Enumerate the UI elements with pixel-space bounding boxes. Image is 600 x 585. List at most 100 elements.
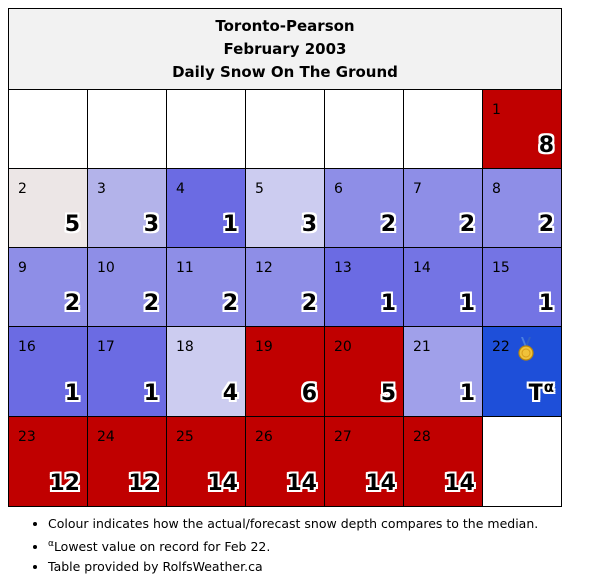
day-number: 7 xyxy=(413,181,422,197)
day-cell: 14 1 xyxy=(403,247,483,327)
day-cell: 26 14 xyxy=(245,416,325,507)
day-cell: 23 12 xyxy=(8,416,88,507)
snow-depth-number: 14 xyxy=(444,471,475,496)
snow-depth-value: 2 xyxy=(223,291,238,316)
day-cell: 28 14 xyxy=(403,416,483,507)
snow-depth-number: 1 xyxy=(64,381,80,406)
day-number: 25 xyxy=(176,429,194,445)
snow-depth-number: 1 xyxy=(222,212,238,237)
month-title: February 2003 xyxy=(223,39,347,58)
footnote-credit: Table provided by RolfsWeather.ca xyxy=(48,557,538,577)
day-cell: 25 14 xyxy=(166,416,246,507)
day-number: 2 xyxy=(18,181,27,197)
snow-depth-number: 3 xyxy=(301,212,317,237)
day-number: 14 xyxy=(413,260,431,276)
snow-depth-value: 5 xyxy=(65,212,80,237)
day-number: 28 xyxy=(413,429,431,445)
snow-depth-value: 2 xyxy=(65,291,80,316)
snow-depth-number: 3 xyxy=(143,212,159,237)
day-number: 18 xyxy=(176,339,194,355)
day-cell: 18 4 xyxy=(166,326,246,417)
snow-depth-value: Tα xyxy=(529,378,554,406)
day-number: 4 xyxy=(176,181,185,197)
day-cell: 24 12 xyxy=(87,416,167,507)
day-number: 24 xyxy=(97,429,115,445)
station-title: Toronto-Pearson xyxy=(215,16,355,35)
empty-day-cell xyxy=(245,89,325,169)
snow-depth-number: 12 xyxy=(128,471,159,496)
metric-title: Daily Snow On The Ground xyxy=(172,62,398,81)
empty-day-cell xyxy=(403,89,483,169)
day-cell: 21 1 xyxy=(403,326,483,417)
snow-depth-number: 2 xyxy=(222,291,238,316)
footnote-record-text: Lowest value on record for Feb 22. xyxy=(53,539,271,555)
day-number: 17 xyxy=(97,339,115,355)
snow-depth-number: 1 xyxy=(459,291,475,316)
footnotes: Colour indicates how the actual/forecast… xyxy=(26,514,538,577)
snow-depth-value: 2 xyxy=(460,212,475,237)
snow-depth-value: 1 xyxy=(144,381,159,406)
snow-depth-number: 8 xyxy=(538,133,554,158)
empty-day-cell xyxy=(87,89,167,169)
snow-depth-value: 5 xyxy=(381,381,396,406)
footnote-record: αLowest value on record for Feb 22. xyxy=(48,534,538,557)
day-cell: 17 1 xyxy=(87,326,167,417)
day-number: 13 xyxy=(334,260,352,276)
snow-depth-number: 1 xyxy=(459,381,475,406)
snow-depth-value: 14 xyxy=(444,471,475,496)
snow-depth-number: 14 xyxy=(365,471,396,496)
snow-depth-number: 1 xyxy=(143,381,159,406)
snow-calendar-table: Toronto-Pearson February 2003 Daily Snow… xyxy=(8,8,562,507)
empty-day-cell xyxy=(166,89,246,169)
snow-depth-number: 14 xyxy=(286,471,317,496)
snow-depth-value: 4 xyxy=(223,381,238,406)
snow-depth-number: T xyxy=(528,381,544,406)
day-number: 20 xyxy=(334,339,352,355)
empty-day-cell xyxy=(8,89,88,169)
day-cell: 11 2 xyxy=(166,247,246,327)
snow-depth-number: 14 xyxy=(207,471,238,496)
day-cell: 10 2 xyxy=(87,247,167,327)
calendar-body: 1 8 2 5 3 3 4 1 5 3 6 2 7 2 8 2 9 2 10 2 11 2 12 2 13 1 14 1 15 1 16 1 1… xyxy=(8,89,562,507)
week-row: 23 12 24 12 25 14 26 14 27 14 28 14 xyxy=(8,416,562,507)
snow-depth-value: 1 xyxy=(381,291,396,316)
snow-depth-value: 1 xyxy=(223,212,238,237)
snow-depth-value: 14 xyxy=(286,471,317,496)
snow-depth-number: 2 xyxy=(301,291,317,316)
day-number: 11 xyxy=(176,260,194,276)
snow-depth-value: 1 xyxy=(539,291,554,316)
snow-depth-value: 3 xyxy=(144,212,159,237)
calendar-header: Toronto-Pearson February 2003 Daily Snow… xyxy=(8,8,562,90)
snow-depth-value: 2 xyxy=(381,212,396,237)
day-number: 6 xyxy=(334,181,343,197)
day-number: 23 xyxy=(18,429,36,445)
day-number: 19 xyxy=(255,339,273,355)
empty-day-cell xyxy=(482,416,562,507)
footnote-alpha-mark: α xyxy=(48,539,54,549)
day-number: 3 xyxy=(97,181,106,197)
snow-depth-value: 2 xyxy=(302,291,317,316)
snow-depth-value: 1 xyxy=(65,381,80,406)
snow-depth-number: 2 xyxy=(64,291,80,316)
day-number: 26 xyxy=(255,429,273,445)
snow-depth-value: 6 xyxy=(302,381,317,406)
snow-depth-value: 3 xyxy=(302,212,317,237)
week-row: 9 2 10 2 11 2 12 2 13 1 14 1 15 1 xyxy=(8,247,562,327)
snow-depth-number: 2 xyxy=(143,291,159,316)
snow-depth-number: 6 xyxy=(301,381,317,406)
record-note-mark: α xyxy=(543,378,554,396)
day-cell: 16 1 xyxy=(8,326,88,417)
day-number: 5 xyxy=(255,181,264,197)
day-number: 9 xyxy=(18,260,27,276)
snow-depth-value: 1 xyxy=(460,381,475,406)
day-cell: 15 1 xyxy=(482,247,562,327)
medal-icon xyxy=(518,337,534,361)
snow-depth-value: 14 xyxy=(207,471,238,496)
